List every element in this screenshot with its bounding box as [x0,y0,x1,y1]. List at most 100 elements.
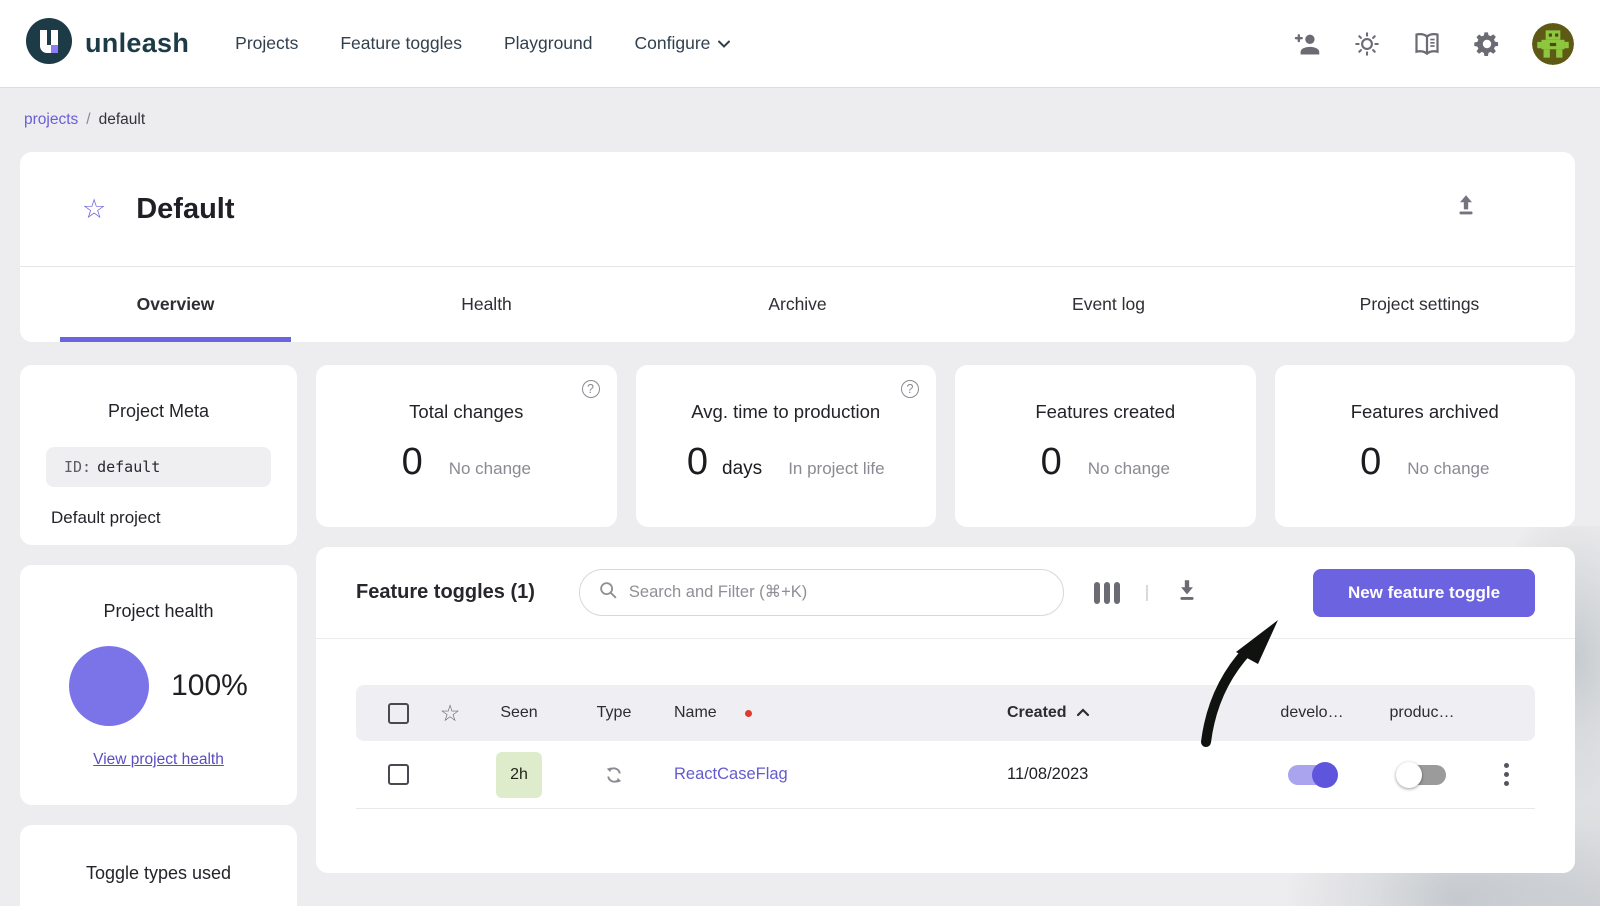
stat-note: No change [1407,459,1490,478]
breadcrumb-current: default [98,111,146,128]
column-header-development[interactable]: develo… [1280,704,1344,721]
stat-unit: days [722,458,763,479]
new-feature-toggle-button[interactable]: New feature toggle [1313,568,1535,617]
last-seen-badge[interactable]: 2h [496,751,542,798]
user-avatar[interactable] [1532,22,1574,65]
content-area: Project Meta ID: default Default project … [0,342,1600,906]
seen-cell: 2h [486,751,552,798]
project-meta-card: Project Meta ID: default Default project [20,365,297,545]
nav-item-configure-label: Configure [634,33,711,53]
column-header-name[interactable]: Name [674,704,1007,722]
search-input[interactable] [628,583,1046,602]
feature-toggles-header: Feature toggles (1) [316,547,1575,638]
tab-health-label: Health [461,294,512,314]
production-env-toggle[interactable] [1396,761,1446,788]
project-health-title: Project health [103,601,214,621]
nav-links: Projects Feature toggles Playground Conf… [235,33,731,54]
help-icon[interactable]: ? [581,380,600,398]
feature-toggles-table: ☆ Seen Type Name Created develo… produ [316,639,1575,809]
breadcrumb: projects / default [0,88,1600,130]
nav-actions [1292,22,1574,65]
search-icon [597,579,619,606]
stat-card-total-changes: ? Total changes 0 No change [316,365,617,527]
stat-title: Total changes [409,401,524,422]
tab-health[interactable]: Health [331,267,642,342]
toggle-types-title: Toggle types used [85,863,232,883]
column-header-created[interactable]: Created [1007,704,1257,722]
tab-project-settings[interactable]: Project settings [1264,267,1575,342]
stat-card-features-created: Features created 0 No change [955,365,1256,527]
search-box[interactable] [578,569,1064,616]
project-description: Default project [51,508,161,527]
stat-note: No change [1087,459,1170,478]
column-header-type[interactable]: Type [596,704,632,721]
nav-item-projects[interactable]: Projects [235,33,299,53]
toggle-types-card: Toggle types used [20,825,297,906]
column-header-name-label: Name [674,704,717,721]
unleash-logo-icon [26,18,72,69]
tab-overview[interactable]: Overview [20,267,331,342]
tab-archive-label: Archive [768,294,827,314]
settings-gear-icon[interactable] [1472,29,1502,59]
favorite-column-star-icon[interactable]: ☆ [439,699,461,726]
project-title: Default [136,192,235,225]
project-header-row: ☆ Default [20,152,1575,266]
nav-item-feature-toggles[interactable]: Feature toggles [340,33,462,53]
tab-project-settings-label: Project settings [1359,294,1480,314]
stat-title: Features created [1035,401,1176,422]
stat-card-avg-time-to-production: ? Avg. time to production 0 days In proj… [635,365,936,527]
column-header-production[interactable]: produc… [1389,704,1455,721]
stat-note: No change [448,459,531,478]
tab-archive[interactable]: Archive [642,267,953,342]
tab-event-log[interactable]: Event log [953,267,1264,342]
row-menu-cell [1477,763,1535,786]
nav-item-configure[interactable]: Configure [635,33,732,54]
tab-overview-label: Overview [136,294,215,314]
toggle-type-sync-icon [582,763,646,787]
breadcrumb-separator: / [86,111,91,128]
chevron-down-icon [717,33,731,54]
breadcrumb-projects-link[interactable]: projects [24,111,79,128]
project-id-label: ID: [64,458,92,476]
brand-logo[interactable]: unleash [26,18,189,69]
theme-toggle-sun-icon[interactable] [1352,29,1382,59]
feature-toggles-title: Feature toggles (1) [356,581,535,603]
stat-value: 0 [401,441,423,483]
favorite-star-icon[interactable]: ☆ [82,193,107,224]
created-date: 11/08/2023 [1007,765,1089,783]
stat-title: Avg. time to production [691,401,881,422]
feature-flag-link[interactable]: ReactCaseFlag [674,765,788,783]
brand-name: unleash [85,28,190,58]
export-upload-icon[interactable] [1453,192,1479,223]
download-icon[interactable] [1174,577,1200,608]
health-donut-chart [69,646,150,726]
invite-user-icon[interactable] [1292,29,1322,59]
project-header-card: ☆ Default Overview Health Archive Event … [20,152,1575,342]
column-header-seen[interactable]: Seen [500,704,538,721]
stat-card-features-archived: Features archived 0 No change [1274,365,1575,527]
stat-value: 0 [686,441,709,483]
project-health-row: 100% [20,646,297,726]
project-meta-title: Project Meta [107,401,210,421]
view-project-health-link[interactable]: View project health [93,751,224,768]
development-env-toggle[interactable] [1288,761,1338,788]
sort-ascending-caret-icon [1076,704,1090,722]
project-id-value: default [97,458,161,476]
sidebar: Project Meta ID: default Default project … [20,365,297,906]
health-percent: 100% [171,669,248,702]
docs-book-icon[interactable] [1412,29,1442,59]
development-cell [1257,761,1367,788]
nav-item-playground[interactable]: Playground [503,33,593,53]
row-checkbox[interactable] [388,764,410,785]
stat-title: Features archived [1350,401,1499,422]
row-kebab-menu-icon[interactable] [1503,763,1509,786]
feature-toggles-card: Feature toggles (1) [316,547,1575,873]
select-all-checkbox[interactable] [388,702,410,724]
column-header-created-label: Created [1007,704,1067,721]
table-row: 2h ReactCaseFlag 11/08/2 [356,741,1535,809]
help-icon[interactable]: ? [901,380,919,398]
production-cell [1367,761,1477,788]
column-settings-icon[interactable] [1093,581,1120,604]
stat-note: In project life [788,459,885,478]
stat-value: 0 [1360,441,1382,483]
